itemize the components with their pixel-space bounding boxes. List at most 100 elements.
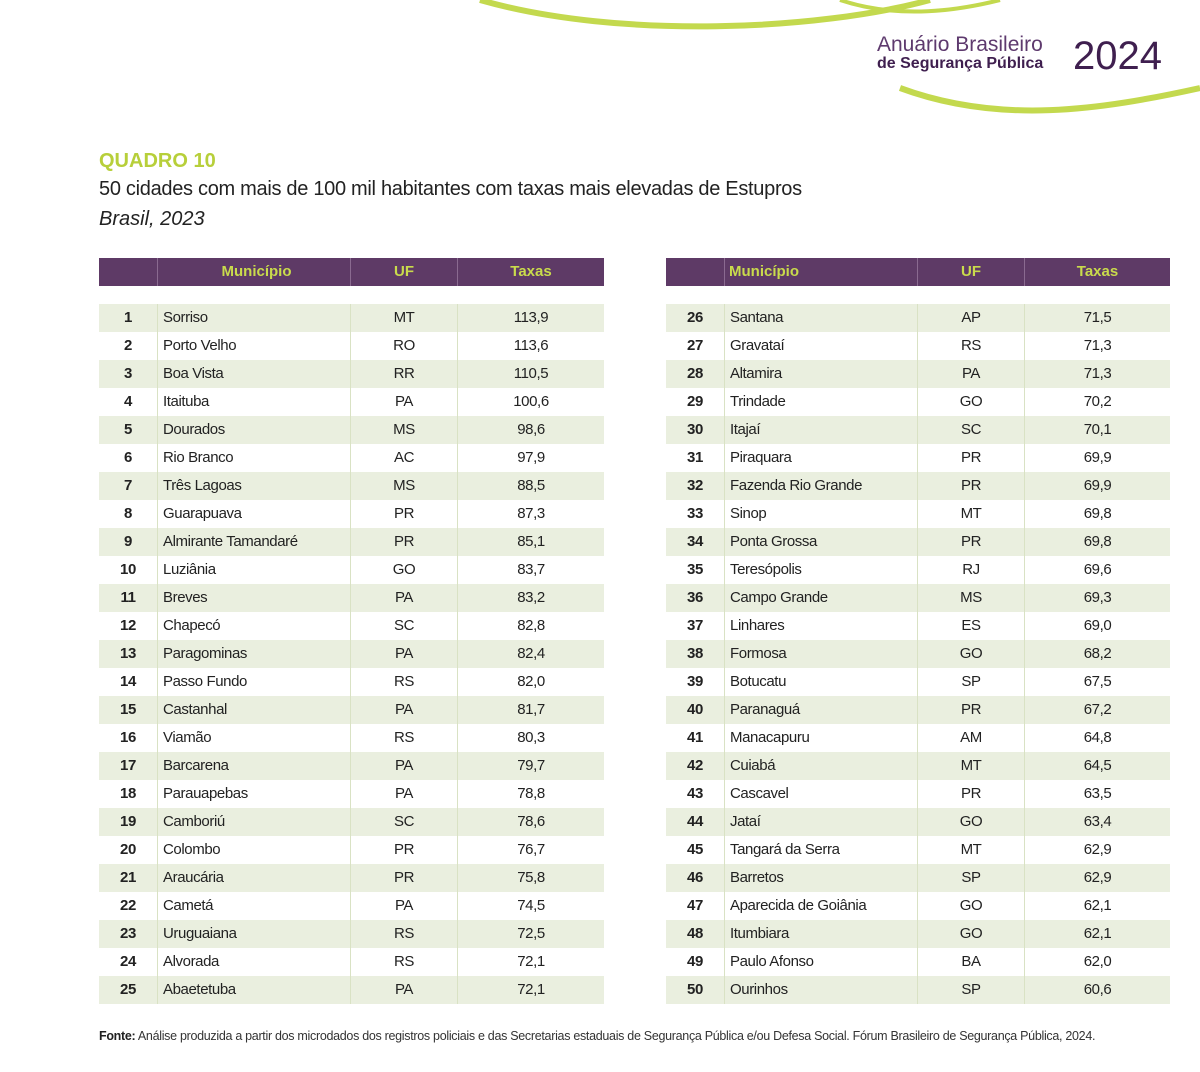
cell-municipio: Chapecó xyxy=(158,612,351,640)
cell-taxa: 110,5 xyxy=(513,365,549,382)
cell-taxa: 62,0 xyxy=(1083,953,1112,970)
cell-rank: 4 xyxy=(99,388,158,416)
cell-taxa: 72,5 xyxy=(517,925,545,942)
cell-taxa: 64,5 xyxy=(1083,757,1112,774)
table-row: 21 Araucária PR 75,8 xyxy=(99,864,604,892)
cell-rank: 16 xyxy=(99,724,158,752)
cell-taxa: 82,8 xyxy=(517,617,545,634)
cell-municipio: Santana xyxy=(725,304,918,332)
cell-uf: RJ xyxy=(918,556,1025,584)
cell-taxa: 88,5 xyxy=(517,477,545,494)
cell-municipio: Luziânia xyxy=(158,556,351,584)
cell-rank: 42 xyxy=(666,752,725,780)
table-row: 31 Piraquara PR 69,9 xyxy=(666,444,1170,472)
cell-uf: RS xyxy=(918,332,1025,360)
cell-uf: RR xyxy=(351,360,458,388)
column-header-uf: UF xyxy=(351,258,458,286)
cell-taxa: 70,1 xyxy=(1083,421,1112,438)
cell-taxa: 68,2 xyxy=(1083,645,1112,662)
table-row: 29 Trindade GO 70,2 xyxy=(666,388,1170,416)
table-row: 44 Jataí GO 63,4 xyxy=(666,808,1170,836)
cell-uf: MT xyxy=(918,752,1025,780)
table-row: 19 Camboriú SC 78,6 xyxy=(99,808,604,836)
table-row: 46 Barretos SP 62,9 xyxy=(666,864,1170,892)
quadro-label: QUADRO 10 xyxy=(99,150,216,172)
cell-taxa: 98,6 xyxy=(517,421,545,438)
cell-municipio: Sorriso xyxy=(158,304,351,332)
cell-taxa: 79,7 xyxy=(517,757,545,774)
cell-taxa: 60,6 xyxy=(1083,981,1112,998)
table-row: 37 Linhares ES 69,0 xyxy=(666,612,1170,640)
cell-municipio: Teresópolis xyxy=(725,556,918,584)
table-row: 6 Rio Branco AC 97,9 xyxy=(99,444,604,472)
cell-rank: 18 xyxy=(99,780,158,808)
table-row: 38 Formosa GO 68,2 xyxy=(666,640,1170,668)
cell-rank: 7 xyxy=(99,472,158,500)
cell-uf: PR xyxy=(918,472,1025,500)
cell-uf: SP xyxy=(918,668,1025,696)
cell-municipio: Botucatu xyxy=(725,668,918,696)
cell-municipio: Barretos xyxy=(725,864,918,892)
cell-taxa: 69,9 xyxy=(1083,449,1112,466)
table-left: Município UF Taxas 1 Sorriso MT 113,9 2 Porto Ve… xyxy=(99,258,604,1004)
table-row: 20 Colombo PR 76,7 xyxy=(99,836,604,864)
cell-taxa: 83,2 xyxy=(517,589,545,606)
column-header-taxas: Taxas xyxy=(510,263,552,280)
cell-uf: PA xyxy=(918,360,1025,388)
cell-taxa: 69,0 xyxy=(1083,617,1112,634)
cell-uf: PA xyxy=(351,892,458,920)
cell-taxa: 100,6 xyxy=(513,393,549,410)
cell-taxa: 80,3 xyxy=(517,729,545,746)
cell-municipio: Itajaí xyxy=(725,416,918,444)
cell-rank: 47 xyxy=(666,892,725,920)
cell-municipio: Guarapuava xyxy=(158,500,351,528)
cell-taxa: 62,9 xyxy=(1083,869,1112,886)
cell-municipio: Abaetetuba xyxy=(158,976,351,1004)
cell-taxa: 113,6 xyxy=(513,337,549,354)
cell-municipio: Trindade xyxy=(725,388,918,416)
table-row: 18 Parauapebas PA 78,8 xyxy=(99,780,604,808)
table-row: 48 Itumbiara GO 62,1 xyxy=(666,920,1170,948)
cell-taxa: 76,7 xyxy=(517,841,545,858)
cell-uf: PA xyxy=(351,780,458,808)
cell-uf: PR xyxy=(918,696,1025,724)
cell-rank: 8 xyxy=(99,500,158,528)
table-row: 43 Cascavel PR 63,5 xyxy=(666,780,1170,808)
cell-taxa: 69,9 xyxy=(1083,477,1112,494)
table-row: 34 Ponta Grossa PR 69,8 xyxy=(666,528,1170,556)
cell-municipio: Paranaguá xyxy=(725,696,918,724)
cell-municipio: Campo Grande xyxy=(725,584,918,612)
cell-municipio: Cametá xyxy=(158,892,351,920)
source-label: Fonte: xyxy=(99,1029,136,1043)
cell-taxa: 70,2 xyxy=(1083,393,1112,410)
cell-taxa: 62,1 xyxy=(1083,897,1112,914)
cell-municipio: Altamira xyxy=(725,360,918,388)
table-row: 42 Cuiabá MT 64,5 xyxy=(666,752,1170,780)
cell-rank: 22 xyxy=(99,892,158,920)
cell-municipio: Barcarena xyxy=(158,752,351,780)
cell-municipio: Passo Fundo xyxy=(158,668,351,696)
table-header: Município UF Taxas xyxy=(666,258,1170,286)
column-header-rank xyxy=(99,258,158,286)
table-header: Município UF Taxas xyxy=(99,258,604,286)
cell-uf: PA xyxy=(351,696,458,724)
column-header-rank xyxy=(666,258,725,286)
cell-uf: PR xyxy=(918,528,1025,556)
table-row: 23 Uruguaiana RS 72,5 xyxy=(99,920,604,948)
cell-municipio: Almirante Tamandaré xyxy=(158,528,351,556)
cell-uf: RO xyxy=(351,332,458,360)
cell-taxa: 63,4 xyxy=(1083,813,1112,830)
cell-rank: 33 xyxy=(666,500,725,528)
cell-uf: PR xyxy=(351,500,458,528)
cell-uf: PR xyxy=(351,836,458,864)
table-row: 28 Altamira PA 71,3 xyxy=(666,360,1170,388)
cell-rank: 15 xyxy=(99,696,158,724)
table-row: 26 Santana AP 71,5 xyxy=(666,304,1170,332)
quadro-subtitle: Brasil, 2023 xyxy=(99,208,205,230)
cell-taxa: 67,5 xyxy=(1083,673,1112,690)
brand-line1: Anuário Brasileiro xyxy=(877,33,1043,56)
table-row: 41 Manacapuru AM 64,8 xyxy=(666,724,1170,752)
cell-rank: 12 xyxy=(99,612,158,640)
cell-rank: 44 xyxy=(666,808,725,836)
cell-rank: 39 xyxy=(666,668,725,696)
